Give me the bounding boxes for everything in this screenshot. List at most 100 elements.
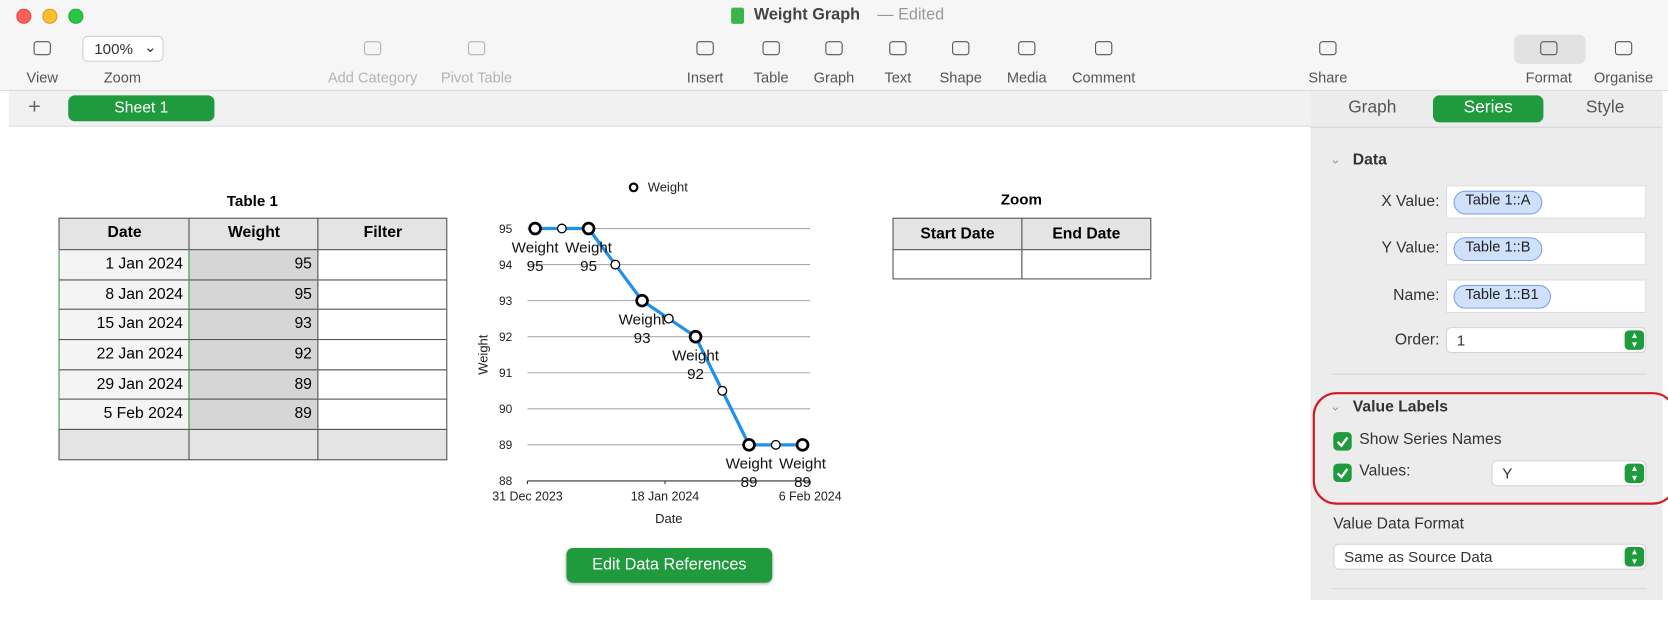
table-cell[interactable] [1021,249,1152,280]
check-path [1336,436,1349,448]
toolbar-label: Comment [1071,69,1136,86]
table-cell[interactable] [188,428,319,461]
toolbar-icon [696,41,714,56]
sidebar-tab[interactable]: Series [1463,98,1513,117]
table-cell[interactable] [317,279,448,310]
field-label: Y Value: [1381,239,1440,257]
value-label: 89 [794,474,811,491]
cell-text: 92 [294,345,312,363]
sidebar-tab[interactable]: Style [1585,98,1625,117]
toolbar-item[interactable]: Text [849,32,946,88]
y-tick-label: 92 [499,330,513,344]
toolbar-icon [1018,41,1036,56]
table-header-cell[interactable]: Start Date [892,217,1023,251]
window-title: Weight Graph [753,5,861,24]
table-cell[interactable]: 29 Jan 2024 [58,369,190,400]
window-button[interactable] [42,8,58,24]
format-popup[interactable]: Same as Source Data ▴ ▾ [1333,543,1647,570]
value-label-name: Weight [565,239,613,256]
toolbar-item[interactable]: Pivot Table [428,32,525,88]
table-cell[interactable] [317,398,448,430]
y-tick-label: 89 [499,438,513,452]
legend-label: Weight [648,180,689,195]
interpolated-marker [717,385,728,396]
interpolated-marker [663,313,674,324]
checkbox[interactable] [1333,432,1352,451]
toolbar-item[interactable]: Insert [656,32,753,88]
table-cell[interactable] [317,249,448,281]
toolbar-item[interactable]: Organise [1575,32,1668,88]
toolbar-item[interactable]: Shape [912,32,1009,88]
table-cell[interactable] [892,249,1023,280]
zoom-value: 100% [94,40,134,58]
table-cell[interactable]: 95 [188,279,319,310]
sheet-bar [8,90,1311,127]
sheet-tab[interactable]: Sheet 1 [68,95,215,122]
table-cell[interactable] [317,428,448,461]
field-input[interactable]: Table 1::A [1445,185,1647,219]
reference-token[interactable]: Table 1::B [1453,237,1543,262]
sidebar-divider [1310,126,1663,128]
table-cell[interactable]: 8 Jan 2024 [58,279,190,310]
table-header-cell[interactable]: Weight [188,217,319,251]
toolbar-label: Organise [1593,69,1654,86]
value-label-name: Weight [672,348,720,365]
section-title: Value Labels [1352,398,1448,416]
table-cell[interactable]: 1 Jan 2024 [58,249,190,281]
cell-text: 5 Feb 2024 [103,405,184,423]
table-header-cell[interactable]: Date [58,217,190,251]
cell-text: 15 Jan 2024 [96,315,184,333]
highlight-ring [1312,392,1668,505]
add-sheet[interactable]: + [28,95,41,120]
checkbox[interactable] [1333,463,1352,482]
toolbar-item[interactable]: Add Category [324,32,421,88]
toolbar-label: Pivot Table [440,69,513,86]
toolbar-item[interactable]: Format [1500,32,1597,88]
header-text: Date [107,224,142,242]
field-input[interactable]: Table 1::B1 [1445,279,1647,314]
y-tick-label: 93 [499,294,513,308]
zoom-button[interactable]: 100% ⌄ [82,35,164,62]
sidebar-divider [1332,373,1647,375]
window-button[interactable] [68,8,84,24]
sidebar-tab[interactable]: Graph [1348,98,1397,117]
toolbar-item[interactable]: Media [978,32,1075,88]
toolbar-icon [363,41,382,56]
field-input[interactable]: Table 1::B [1445,231,1647,266]
toolbar-item[interactable]: Graph [785,32,882,88]
x-tick-label: 18 Jan 2024 [631,489,700,503]
check-path [1336,468,1349,479]
header-text: Start Date [920,225,995,243]
window-button[interactable] [16,8,32,24]
button-label: Edit Data References [592,555,747,575]
y-tick-label: 91 [499,366,513,380]
toolbar-label: Zoom [103,69,142,86]
toolbar-label: View [26,69,58,86]
check-mark [1336,468,1349,479]
edit-data-button[interactable]: Edit Data References [566,548,773,583]
toolbar-label: Format [1525,69,1572,86]
table-cell[interactable]: 89 [188,369,319,400]
reference-token[interactable]: Table 1::A [1453,190,1543,215]
value-label: 95 [527,258,544,275]
reference-token[interactable]: Table 1::B1 [1453,284,1551,309]
table-header-cell[interactable]: Filter [317,217,448,251]
toolbar-item[interactable]: View [0,32,91,88]
toolbar-icon [762,41,780,56]
toolbar-item[interactable]: Comment [1055,32,1152,88]
table-header-cell[interactable]: End Date [1021,217,1152,251]
field-label: Order: [1394,331,1440,349]
popup-stepper: ▴ ▾ [1624,546,1645,567]
value-label-name: Weight [726,456,774,473]
toolbar-item[interactable]: Table [722,32,819,88]
data-point [742,438,756,452]
toolbar-item[interactable]: Share [1279,32,1376,88]
toolbar-label: Add Category [327,69,418,86]
toolbar-item[interactable]: Zoom [74,32,171,88]
values-popup[interactable]: Y ▴ ▾ [1491,460,1647,487]
order-popup[interactable]: 1 ▴ ▾ [1445,327,1647,354]
format-highlight [1514,34,1586,64]
toolbar-icon [1319,41,1337,56]
table-cell[interactable]: 22 Jan 2024 [58,339,190,371]
tab-highlight [1432,95,1544,123]
